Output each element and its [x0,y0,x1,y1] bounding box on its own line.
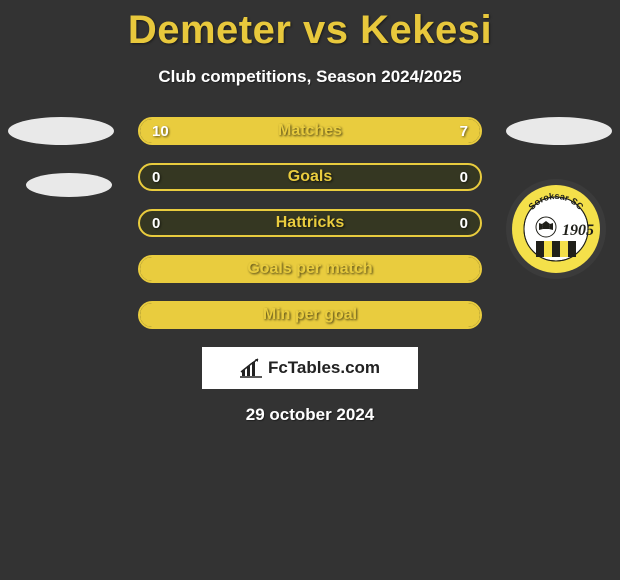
stat-row: Goals per match [138,255,482,283]
stat-label: Goals [288,168,332,186]
home-avatar-placeholder [8,117,114,145]
home-club-placeholder [26,173,112,197]
home-player-column [8,117,114,225]
stat-row: Min per goal [138,301,482,329]
away-club-badge: Soroksar SC 1905 [506,179,606,279]
stat-row: 0 Hattricks 0 [138,209,482,237]
watermark: FcTables.com [202,347,418,389]
stat-value-right: 0 [460,169,468,186]
stat-value-right: 0 [460,215,468,232]
chart-icon [240,358,262,378]
stat-value-right: 7 [460,123,468,140]
stat-rows: 10 Matches 7 0 Goals 0 0 Hattricks 0 Goals per ma… [138,117,482,329]
stat-label: Matches [278,122,342,140]
subtitle: Club competitions, Season 2024/2025 [0,67,620,87]
stat-value-left: 0 [152,215,160,232]
stat-label: Goals per match [247,260,372,278]
comparison-panel: Soroksar SC 1905 10 Matches 7 0 Goals 0 0 Hattr… [0,117,620,425]
stat-row: 0 Goals 0 [138,163,482,191]
stat-value-left: 10 [152,123,169,140]
page-title: Demeter vs Kekesi [0,0,620,53]
svg-text:1905: 1905 [562,222,594,239]
stat-value-left: 0 [152,169,160,186]
away-player-column [506,117,612,173]
stat-label: Hattricks [276,214,344,232]
stat-label: Min per goal [263,306,357,324]
away-avatar-placeholder [506,117,612,145]
watermark-text: FcTables.com [268,358,380,378]
date-label: 29 october 2024 [0,405,620,425]
stat-row: 10 Matches 7 [138,117,482,145]
